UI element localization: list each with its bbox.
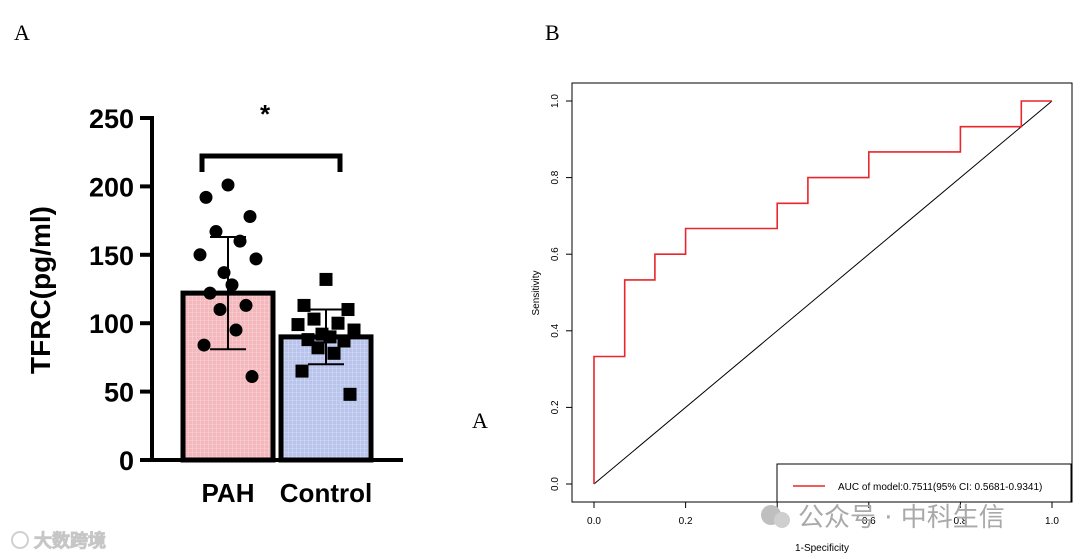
data-point-pah: [203, 286, 217, 300]
x-tick-label: 0.8: [953, 516, 967, 527]
y-tick-label: 0.0: [550, 477, 561, 491]
legend-frame: [776, 463, 1072, 503]
x-tick-label-pah: PAH: [202, 478, 255, 508]
y-tick-label: 200: [89, 172, 134, 202]
y-tick-label: 100: [89, 309, 134, 339]
watermark-right-text: 公众号 · 中科生信: [798, 503, 1005, 533]
y-tick-label: 50: [104, 378, 134, 408]
y-tick-label: 0.8: [550, 170, 561, 184]
y-tick-label: 250: [89, 104, 134, 134]
y-tick-label: 0: [119, 446, 134, 476]
panel-label-b: B: [545, 20, 560, 45]
data-point-control: [295, 364, 309, 378]
data-point-pah: [245, 370, 259, 384]
data-point-pah: [229, 323, 243, 337]
data-point-control: [297, 298, 311, 312]
y-tick-label: 0.4: [550, 323, 561, 337]
significance-bracket: [199, 153, 343, 172]
wechat-icon-bubble: [774, 512, 790, 528]
y-axis-label: TFRC(pg/ml): [25, 206, 56, 374]
data-point-control: [347, 323, 361, 337]
roc-curve-line: [593, 100, 1052, 484]
data-point-control: [301, 333, 315, 347]
data-point-control: [331, 316, 345, 330]
watermark-left-text: 大数跨境: [34, 530, 106, 552]
data-point-pah: [249, 252, 263, 266]
y-axis-label-sensitivity: Sensitivity: [531, 270, 542, 315]
x-tick-label-control: Control: [280, 478, 372, 508]
data-point-control: [291, 318, 305, 332]
data-point-pah: [193, 248, 207, 262]
x-tick-label: 1.0: [1045, 516, 1059, 527]
data-point-control: [311, 341, 325, 355]
data-point-pah: [239, 298, 253, 312]
watermark-logo-icon: [11, 531, 29, 549]
data-point-control: [337, 334, 351, 348]
roc-curve-chart: Sensitivity 1-Specificity 0.0 0.2 0.4 0.6 0.…: [531, 82, 1073, 554]
y-tick-label: 150: [89, 241, 134, 271]
data-point-control: [341, 303, 355, 317]
x-tick-label: 0.0: [587, 516, 601, 527]
data-point-pah: [225, 278, 239, 292]
x-tick-label: 0.2: [679, 516, 693, 527]
data-point-pah: [217, 266, 231, 280]
y-tick-label: 1.0: [550, 94, 561, 108]
panel-label-a-duplicate: A: [472, 408, 488, 433]
watermark-right: 公众号 · 中科生信: [761, 503, 1005, 533]
data-point-pah: [213, 303, 227, 317]
x-tick-label: 0.6: [862, 516, 876, 527]
data-point-control: [323, 330, 337, 344]
y-tick-label: 0.2: [550, 400, 561, 414]
data-point-control: [307, 312, 321, 326]
data-point-pah: [243, 209, 257, 223]
data-point-pah: [233, 234, 247, 248]
data-point-control: [319, 272, 333, 286]
reference-diagonal-line: [593, 100, 1053, 485]
data-point-pah: [209, 225, 223, 239]
data-point-pah: [221, 178, 235, 192]
watermark-left: 大数跨境: [11, 530, 106, 552]
y-tick-label: 0.6: [550, 247, 561, 261]
data-point-control: [327, 346, 341, 360]
bar-chart-tfrc: TFRC(pg/ml) * 0 50 100 150 200 250 PAH Control: [25, 99, 403, 508]
legend-label: AUC of model:0.7511(95% CI: 0.5681-0.934…: [838, 482, 1042, 493]
data-point-control: [343, 387, 357, 401]
data-point-pah: [197, 338, 211, 352]
x-axis-label-specificity: 1-Specificity: [795, 543, 849, 554]
panel-label-a: A: [14, 20, 30, 45]
significance-marker: *: [260, 99, 271, 129]
legend-box: AUC of model:0.7511(95% CI: 0.5681-0.934…: [776, 463, 1072, 503]
data-point-pah: [199, 190, 213, 204]
